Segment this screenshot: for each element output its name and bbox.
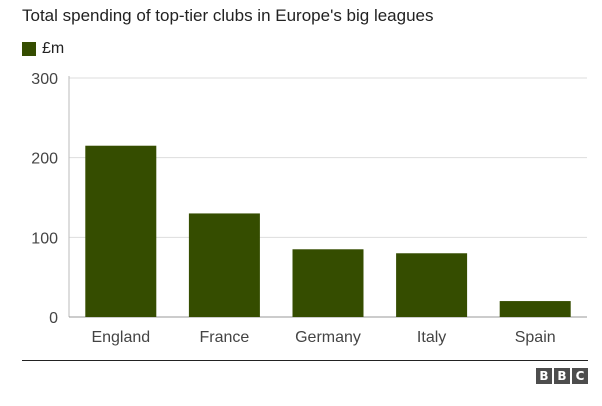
- bbc-logo: B B C: [534, 368, 588, 384]
- y-tick-label: 0: [49, 310, 58, 327]
- chart-title: Total spending of top-tier clubs in Euro…: [22, 6, 434, 25]
- legend-label: £m: [42, 40, 65, 57]
- footer-rule: [22, 360, 588, 361]
- x-tick-label: England: [91, 329, 150, 346]
- legend-swatch: [22, 42, 36, 56]
- bar-france: [188, 213, 260, 317]
- logo-letter-b2: B: [554, 368, 570, 384]
- y-tick-label: 200: [31, 151, 58, 168]
- bar-england: [85, 145, 157, 317]
- logo-letter-c: C: [572, 368, 588, 384]
- x-tick-label: Germany: [295, 329, 361, 346]
- bar-italy: [396, 253, 468, 317]
- chart-legend: £m: [22, 40, 64, 58]
- x-tick-label: France: [200, 329, 250, 346]
- bar-spain: [499, 301, 571, 317]
- x-tick-label: Spain: [515, 329, 556, 346]
- logo-letter-b1: B: [536, 368, 552, 384]
- bar-germany: [292, 249, 364, 317]
- y-tick-label: 100: [31, 230, 58, 247]
- x-tick-label: Italy: [417, 329, 446, 346]
- y-tick-label: 300: [31, 71, 58, 88]
